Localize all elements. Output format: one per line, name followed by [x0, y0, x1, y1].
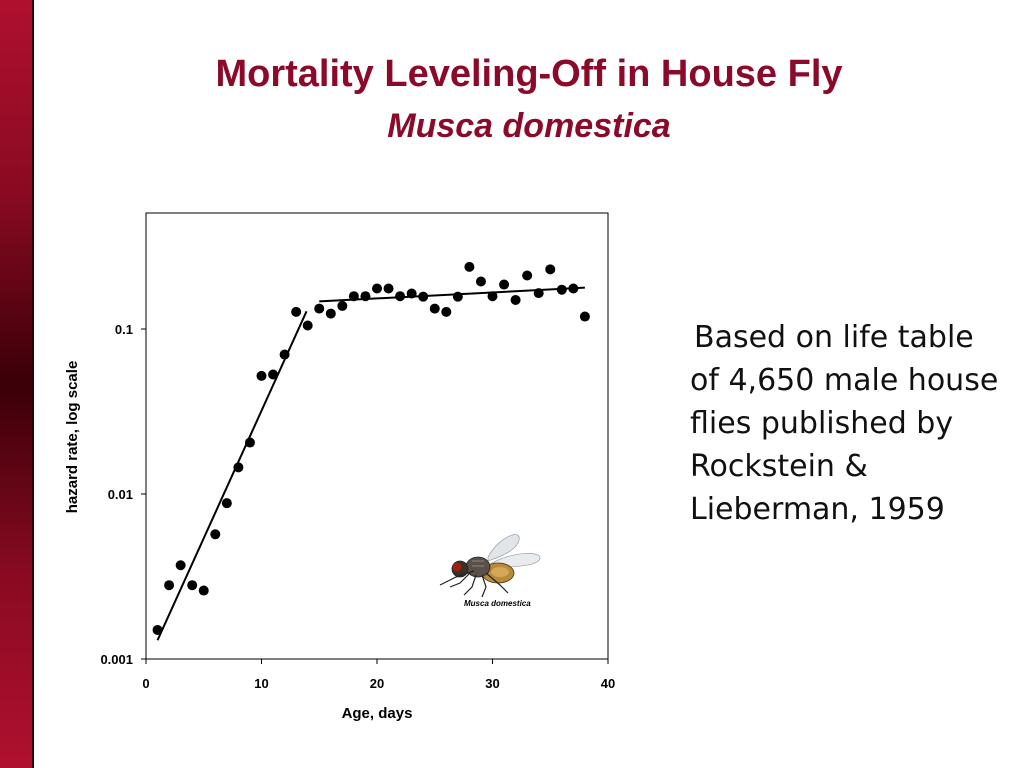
data-point: [556, 284, 567, 295]
data-point: [164, 580, 175, 591]
slide-caption: Based on life table of 4,650 male house …: [690, 320, 999, 527]
data-point: [579, 311, 590, 322]
data-point: [348, 291, 359, 302]
data-point: [291, 306, 302, 317]
x-axis-label: Age, days: [342, 705, 413, 722]
x-tick-label: 20: [370, 676, 384, 691]
data-point: [198, 585, 209, 596]
decorative-side-bar: [0, 0, 34, 768]
data-point: [533, 288, 544, 299]
data-point: [187, 580, 198, 591]
data-point: [256, 370, 267, 381]
x-tick-label: 10: [254, 676, 268, 691]
fit-lines: [156, 286, 585, 641]
axis-ticks: 0 10 20 30 40 0.001 0.01 0.1: [100, 322, 615, 691]
data-point: [210, 529, 221, 540]
data-point: [568, 283, 579, 294]
data-point: [383, 283, 394, 294]
house-fly-image: Musca domestica: [439, 534, 541, 608]
data-point: [395, 291, 406, 302]
data-points: [152, 261, 590, 635]
data-point: [325, 308, 336, 319]
fit-line: [156, 310, 308, 641]
x-tick-label: 30: [485, 676, 499, 691]
y-tick-label: 0.01: [108, 487, 133, 502]
fit-line: [319, 286, 585, 303]
data-point: [522, 270, 533, 281]
data-point: [406, 288, 417, 299]
data-point: [268, 369, 279, 380]
y-tick-label: 0.1: [115, 322, 133, 337]
fly-image-label: Musca domestica: [464, 599, 531, 608]
data-point: [233, 462, 244, 473]
y-tick-label: 0.001: [100, 652, 133, 667]
data-point: [314, 303, 325, 314]
x-tick-label: 40: [601, 676, 615, 691]
data-point: [464, 261, 475, 272]
data-point: [175, 560, 186, 571]
data-point: [372, 283, 382, 294]
data-point: [418, 291, 429, 302]
data-point: [510, 294, 521, 305]
data-point: [475, 276, 486, 287]
data-point: [452, 291, 463, 302]
data-point: [221, 498, 232, 509]
slide-subtitle: Musca domestica: [387, 107, 671, 145]
y-axis-label: hazard rate, log scale: [64, 361, 81, 514]
plot-frame: [145, 212, 609, 660]
data-point: [429, 303, 440, 314]
data-point: [441, 306, 452, 317]
slide-title: Mortality Leveling-Off in House Fly: [215, 53, 843, 95]
data-point: [302, 320, 313, 331]
data-point: [244, 437, 255, 448]
x-tick-label: 0: [142, 676, 149, 691]
data-point: [487, 291, 498, 302]
data-point: [499, 279, 510, 290]
data-point: [337, 300, 348, 311]
data-point: [279, 349, 290, 360]
data-point: [152, 624, 163, 635]
data-point: [360, 291, 371, 302]
data-point: [545, 264, 556, 275]
